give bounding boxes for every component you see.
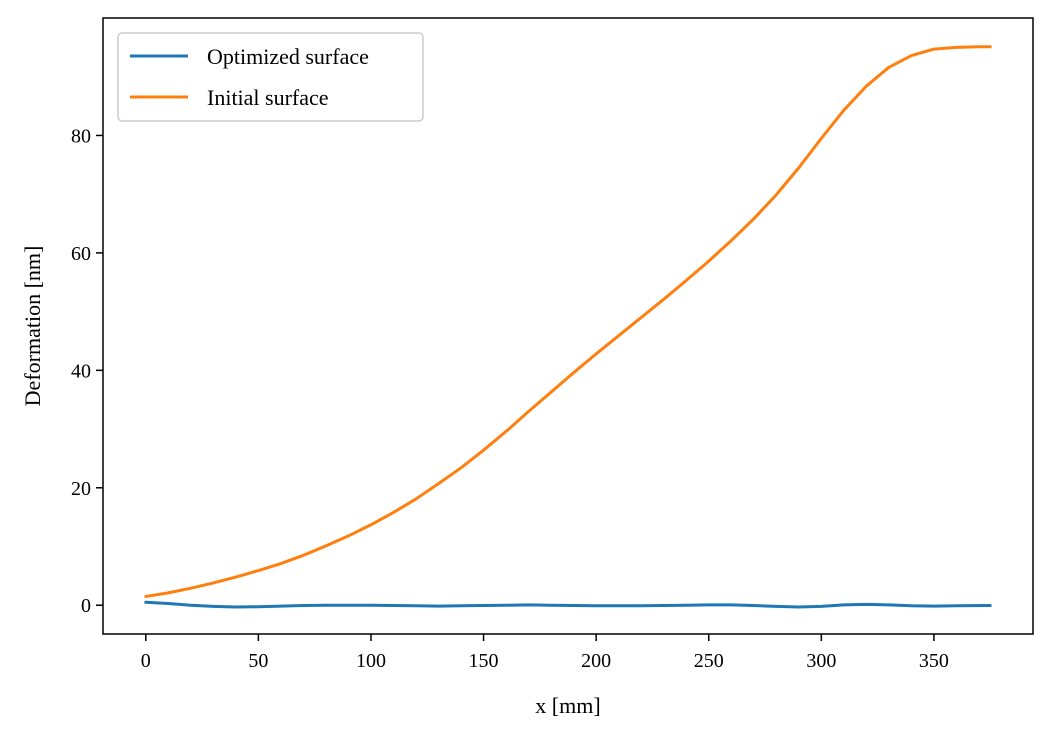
x-axis-label: x [mm]	[535, 693, 600, 718]
legend-label-initial: Initial surface	[207, 85, 329, 110]
x-tick-label: 350	[919, 650, 949, 672]
x-tick-label: 100	[356, 650, 386, 672]
x-tick-label: 0	[141, 650, 151, 672]
legend: Optimized surface Initial surface	[117, 32, 424, 122]
legend-box	[117, 32, 424, 122]
x-tick-label: 50	[248, 650, 268, 672]
series-line-initial	[144, 45, 992, 598]
y-tick-label: 80	[71, 125, 91, 147]
y-tick-label: 40	[71, 360, 91, 382]
y-axis: 0 20 40 60 80	[71, 125, 103, 617]
x-tick-label: 300	[806, 650, 836, 672]
legend-label-optimized: Optimized surface	[207, 44, 369, 69]
series-layer	[144, 45, 992, 609]
x-axis: 0 50 100 150 200 250 300 350	[141, 634, 949, 672]
plot-frame	[102, 17, 1034, 635]
x-tick-label: 250	[694, 650, 724, 672]
y-tick-label: 0	[81, 595, 91, 617]
x-tick-label: 150	[469, 650, 499, 672]
y-tick-label: 20	[71, 478, 91, 500]
y-axis-label: Deformation [nm]	[20, 246, 45, 407]
x-tick-label: 200	[581, 650, 611, 672]
series-line-optimized	[144, 600, 992, 609]
y-tick-label: 60	[71, 243, 91, 265]
